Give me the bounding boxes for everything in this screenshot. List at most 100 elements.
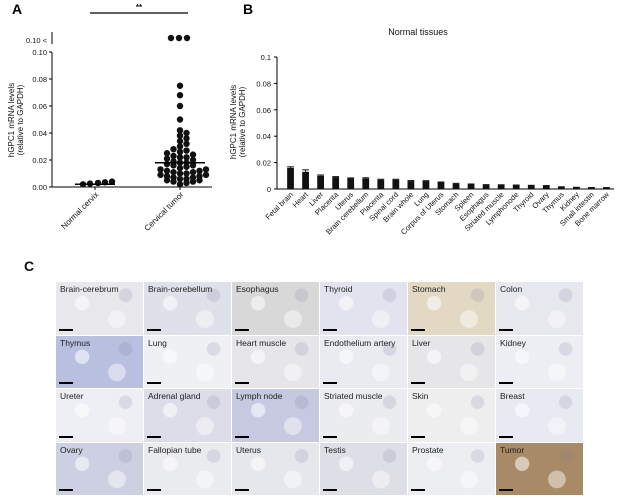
scale-bar	[147, 328, 161, 331]
data-point-tumor	[176, 82, 184, 89]
scale-bar	[323, 382, 337, 384]
bar-b	[497, 185, 505, 189]
tile-label: Ovary	[60, 444, 83, 455]
y-tick-label-b: 0.1	[261, 53, 271, 62]
tile-label: Striated muscle	[324, 391, 383, 401]
histology-tile: Ovary	[56, 442, 143, 495]
data-point-tumor	[170, 146, 177, 153]
histology-tile: Brain-cerebrum	[56, 282, 143, 335]
tile-label: Brain-cerebrum	[60, 284, 119, 294]
scale-bar	[411, 489, 425, 491]
scale-bar	[411, 328, 425, 331]
y-tick-label-b: 0.08	[256, 79, 271, 88]
scale-bar	[499, 435, 513, 438]
data-point-tumor	[176, 92, 184, 99]
axis-break-label-a: 0.10 <	[26, 36, 48, 45]
data-point-tumor	[183, 170, 190, 177]
data-point-tumor	[163, 167, 171, 174]
data-point-tumor	[183, 135, 190, 142]
histology-tile: Thyroid	[320, 282, 407, 335]
data-point-tumor	[176, 148, 184, 156]
histology-tile: Endothelium artery	[320, 335, 407, 388]
data-point-tumor	[183, 175, 190, 183]
data-point-normal	[94, 179, 102, 187]
histology-grid: Brain-cerebrum Brain-cerebellum Esophagus T…	[56, 282, 583, 495]
scale-bar	[499, 382, 513, 384]
scale-bar	[499, 489, 513, 491]
histology-tile: Brain-cerebellum	[144, 282, 231, 335]
histology-tile: Heart muscle	[232, 335, 319, 388]
data-point-tumor	[183, 154, 190, 161]
x-tick-label-b: Heart	[291, 189, 311, 209]
histology-tile: Liver	[408, 335, 495, 388]
tile-label: Uterus	[236, 444, 262, 455]
significance-label: **	[136, 3, 143, 12]
histology-tile: Lymph node	[232, 389, 319, 442]
bar-b	[332, 177, 340, 189]
bar-b	[603, 187, 610, 189]
bar-b	[362, 178, 370, 189]
tile-label: Brain-cerebellum	[148, 284, 213, 294]
data-point-normal	[108, 178, 116, 185]
data-point-tumor	[176, 137, 184, 145]
chart-title-b: Normal tissues	[388, 27, 448, 37]
data-point-tumor	[189, 156, 197, 164]
bar-b	[467, 184, 475, 189]
scale-bar	[147, 382, 161, 384]
bar-b	[452, 183, 460, 189]
bar-b	[588, 187, 595, 189]
tile-label: Lymph node	[236, 391, 283, 401]
y-tick-label-b: 0.06	[256, 106, 271, 115]
scale-bar	[147, 435, 161, 438]
bar-b	[573, 187, 580, 189]
tile-label: Thyroid	[324, 284, 353, 294]
data-point-tumor	[163, 150, 171, 157]
histology-tile: Skin	[408, 389, 495, 442]
scatter-chart-a: 0.00 0.02 0.04 0.06 0.08 0.10 0.10 < hGPC1 mRNA…	[7, 3, 212, 233]
bar-b	[527, 185, 535, 189]
tile-label: Esophagus	[236, 284, 279, 294]
bar-b	[347, 178, 355, 189]
data-point-tumor	[157, 166, 164, 173]
data-point-tumor	[176, 154, 184, 161]
data-point-tumor-above-break	[175, 34, 183, 42]
y-tick-label-a: 0.08	[32, 75, 47, 84]
scale-bar	[235, 435, 249, 438]
y-tick-label-a: 0.10	[32, 48, 47, 57]
scale-bar	[235, 489, 249, 491]
data-point-tumor	[196, 167, 203, 174]
scale-bar	[235, 382, 249, 384]
histology-tile: Uterus	[232, 442, 319, 495]
histology-tile: Fallopian tube	[144, 442, 231, 495]
tile-label: Liver	[412, 337, 431, 348]
tile-label: Thymus	[60, 337, 91, 348]
scale-bar	[411, 435, 425, 438]
tile-label: Ureter	[60, 391, 84, 401]
data-point-tumor	[189, 151, 197, 158]
histology-tile: Esophagus	[232, 282, 319, 335]
tile-label: Adrenal gland	[148, 391, 201, 401]
tile-label: Kidney	[500, 337, 526, 348]
bar-b	[317, 175, 324, 189]
bar-b	[392, 179, 400, 189]
histology-tile: Striated muscle	[320, 389, 407, 442]
scale-bar	[147, 489, 161, 491]
data-point-tumor	[170, 168, 177, 176]
y-axis-label-b-line1: hGPC1 mRNA levels	[229, 85, 238, 159]
bar-b	[557, 187, 565, 189]
tile-label: Heart muscle	[236, 337, 287, 348]
scale-bar	[59, 435, 73, 438]
data-point-tumor	[176, 127, 184, 134]
data-point-tumor	[176, 170, 184, 177]
scale-bar	[59, 382, 73, 384]
histology-tile: Stomach	[408, 282, 495, 335]
y-axis-label-b-line2: (relative to GAPDH)	[238, 86, 247, 157]
data-point-tumor	[189, 162, 197, 169]
histology-tile: Kidney	[496, 335, 583, 388]
y-tick-label-b: 0	[267, 185, 271, 194]
bar-b	[302, 171, 309, 189]
data-point-tumor	[183, 140, 190, 147]
histology-tile: Testis	[320, 442, 407, 495]
x-tick-label-b: Fetal brain	[264, 190, 295, 221]
tile-label: Stomach	[412, 284, 446, 294]
